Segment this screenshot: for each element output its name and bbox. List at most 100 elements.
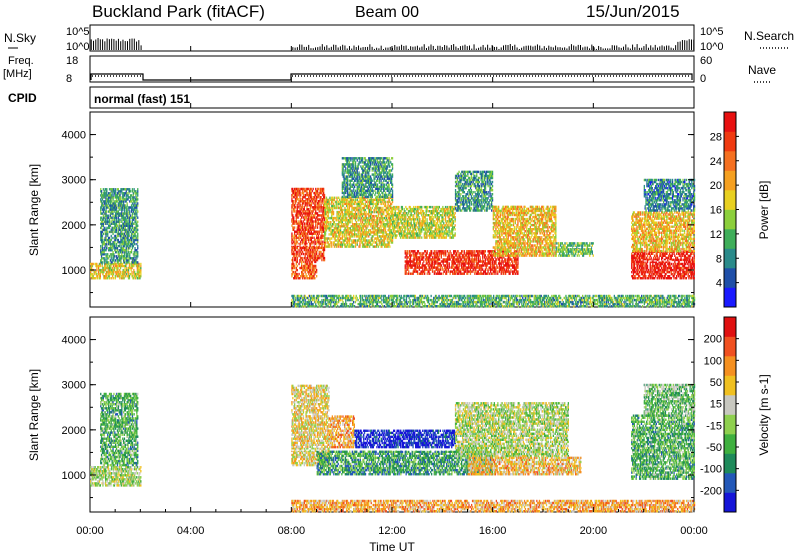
heatmap-cell [105,277,107,280]
heatmap-cell [298,262,300,266]
heatmap-cell [354,189,357,192]
heatmap-cell [108,196,110,199]
heatmap-cell [103,216,105,219]
heatmap-cell [316,189,319,193]
heatmap-cell [107,261,109,264]
heatmap-cell [386,219,388,222]
heatmap-cell [312,187,314,191]
heatmap-cell [105,257,107,260]
heatmap-cell [109,240,112,244]
heatmap-cell [341,243,343,246]
heatmap-cell [107,218,109,221]
heatmap-cell [294,264,296,268]
heatmap-cell [329,196,331,199]
beam-title: Beam 00 [355,4,419,21]
heatmap-cell [371,210,373,214]
heatmap-cell [104,242,106,246]
heatmap-cell [112,262,115,266]
heatmap-cell [129,247,131,250]
heatmap-cell [105,214,107,217]
heatmap-cell [310,202,312,205]
heatmap-cell [315,222,317,225]
heatmap-cell [126,192,128,195]
heatmap-cell [109,198,112,201]
heatmap-cell [301,262,303,266]
heatmap-cell [91,272,94,276]
heatmap-cell [338,196,340,199]
heatmap-cell [108,242,110,246]
heatmap-cell [328,233,330,236]
heatmap-cell [107,253,109,256]
heatmap-cell [107,275,109,278]
heatmap-cell [292,214,294,217]
heatmap-cell [108,255,111,258]
heatmap-cell [94,270,96,274]
heatmap-cell [386,165,388,168]
heatmap-cell [116,275,118,278]
heatmap-cell [101,238,104,242]
heatmap-cell [137,234,139,238]
heatmap-cell [312,202,314,205]
heatmap-cell [109,224,112,227]
heatmap-cell [108,206,110,209]
heatmap-cell [102,208,104,211]
heatmap-cell [121,277,123,280]
heatmap-cell [351,219,353,222]
heatmap-cell [105,255,107,258]
heatmap-cell [102,200,104,203]
heatmap-cell [114,270,116,274]
heatmap-cell [102,268,104,272]
heatmap-cell [112,268,115,272]
heatmap-cell [108,247,111,250]
heatmap-cell [137,198,139,201]
heatmap-cell [102,218,104,221]
heatmap-cell [103,270,105,274]
heatmap-cell [108,242,111,246]
heatmap-cell [123,277,125,280]
heatmap-cell [383,210,385,214]
heatmap-cell [95,270,97,274]
heatmap-cell [104,200,106,203]
heatmap-cell [119,266,122,270]
heatmap-cell [300,234,302,237]
heatmap-cell [99,262,101,266]
heatmap-cell [106,261,108,264]
heatmap-cell [108,196,111,199]
heatmap-cell [122,275,124,278]
heatmap-cell [106,277,108,280]
heatmap-cell [106,253,108,256]
heatmap-cell [323,196,326,199]
heatmap-cell [100,220,103,223]
heatmap-cell [97,272,100,276]
heatmap-cell [90,272,92,276]
heatmap-cell [316,248,319,252]
heatmap-cell [104,238,106,242]
heatmap-cell [136,262,138,266]
heatmap-cell [119,272,122,276]
heatmap-cell [116,270,118,274]
heatmap-cell [389,165,391,168]
heatmap-cell [331,243,333,246]
heatmap-cell [106,232,108,236]
heatmap-cell [105,216,107,219]
heatmap-cell [107,270,109,274]
heatmap-cell [140,275,142,278]
heatmap-cell [110,270,112,274]
heatmap-cell [105,206,107,209]
heatmap-cell [113,268,116,272]
heatmap-cell [108,272,110,276]
heatmap-cell [356,243,358,246]
heatmap-cell [110,264,112,268]
heatmap-cell [111,236,113,240]
heatmap-cell [129,253,131,256]
heatmap-cell [392,210,394,213]
heatmap-cell [101,202,104,205]
heatmap-cell [296,272,298,276]
heatmap-cell [137,240,139,244]
heatmap-cell [124,264,126,268]
heatmap-cell [137,247,139,250]
heatmap-cell [360,204,362,208]
heatmap-cell [120,275,123,278]
heatmap-cell [125,262,127,266]
heatmap-cell [122,208,124,211]
